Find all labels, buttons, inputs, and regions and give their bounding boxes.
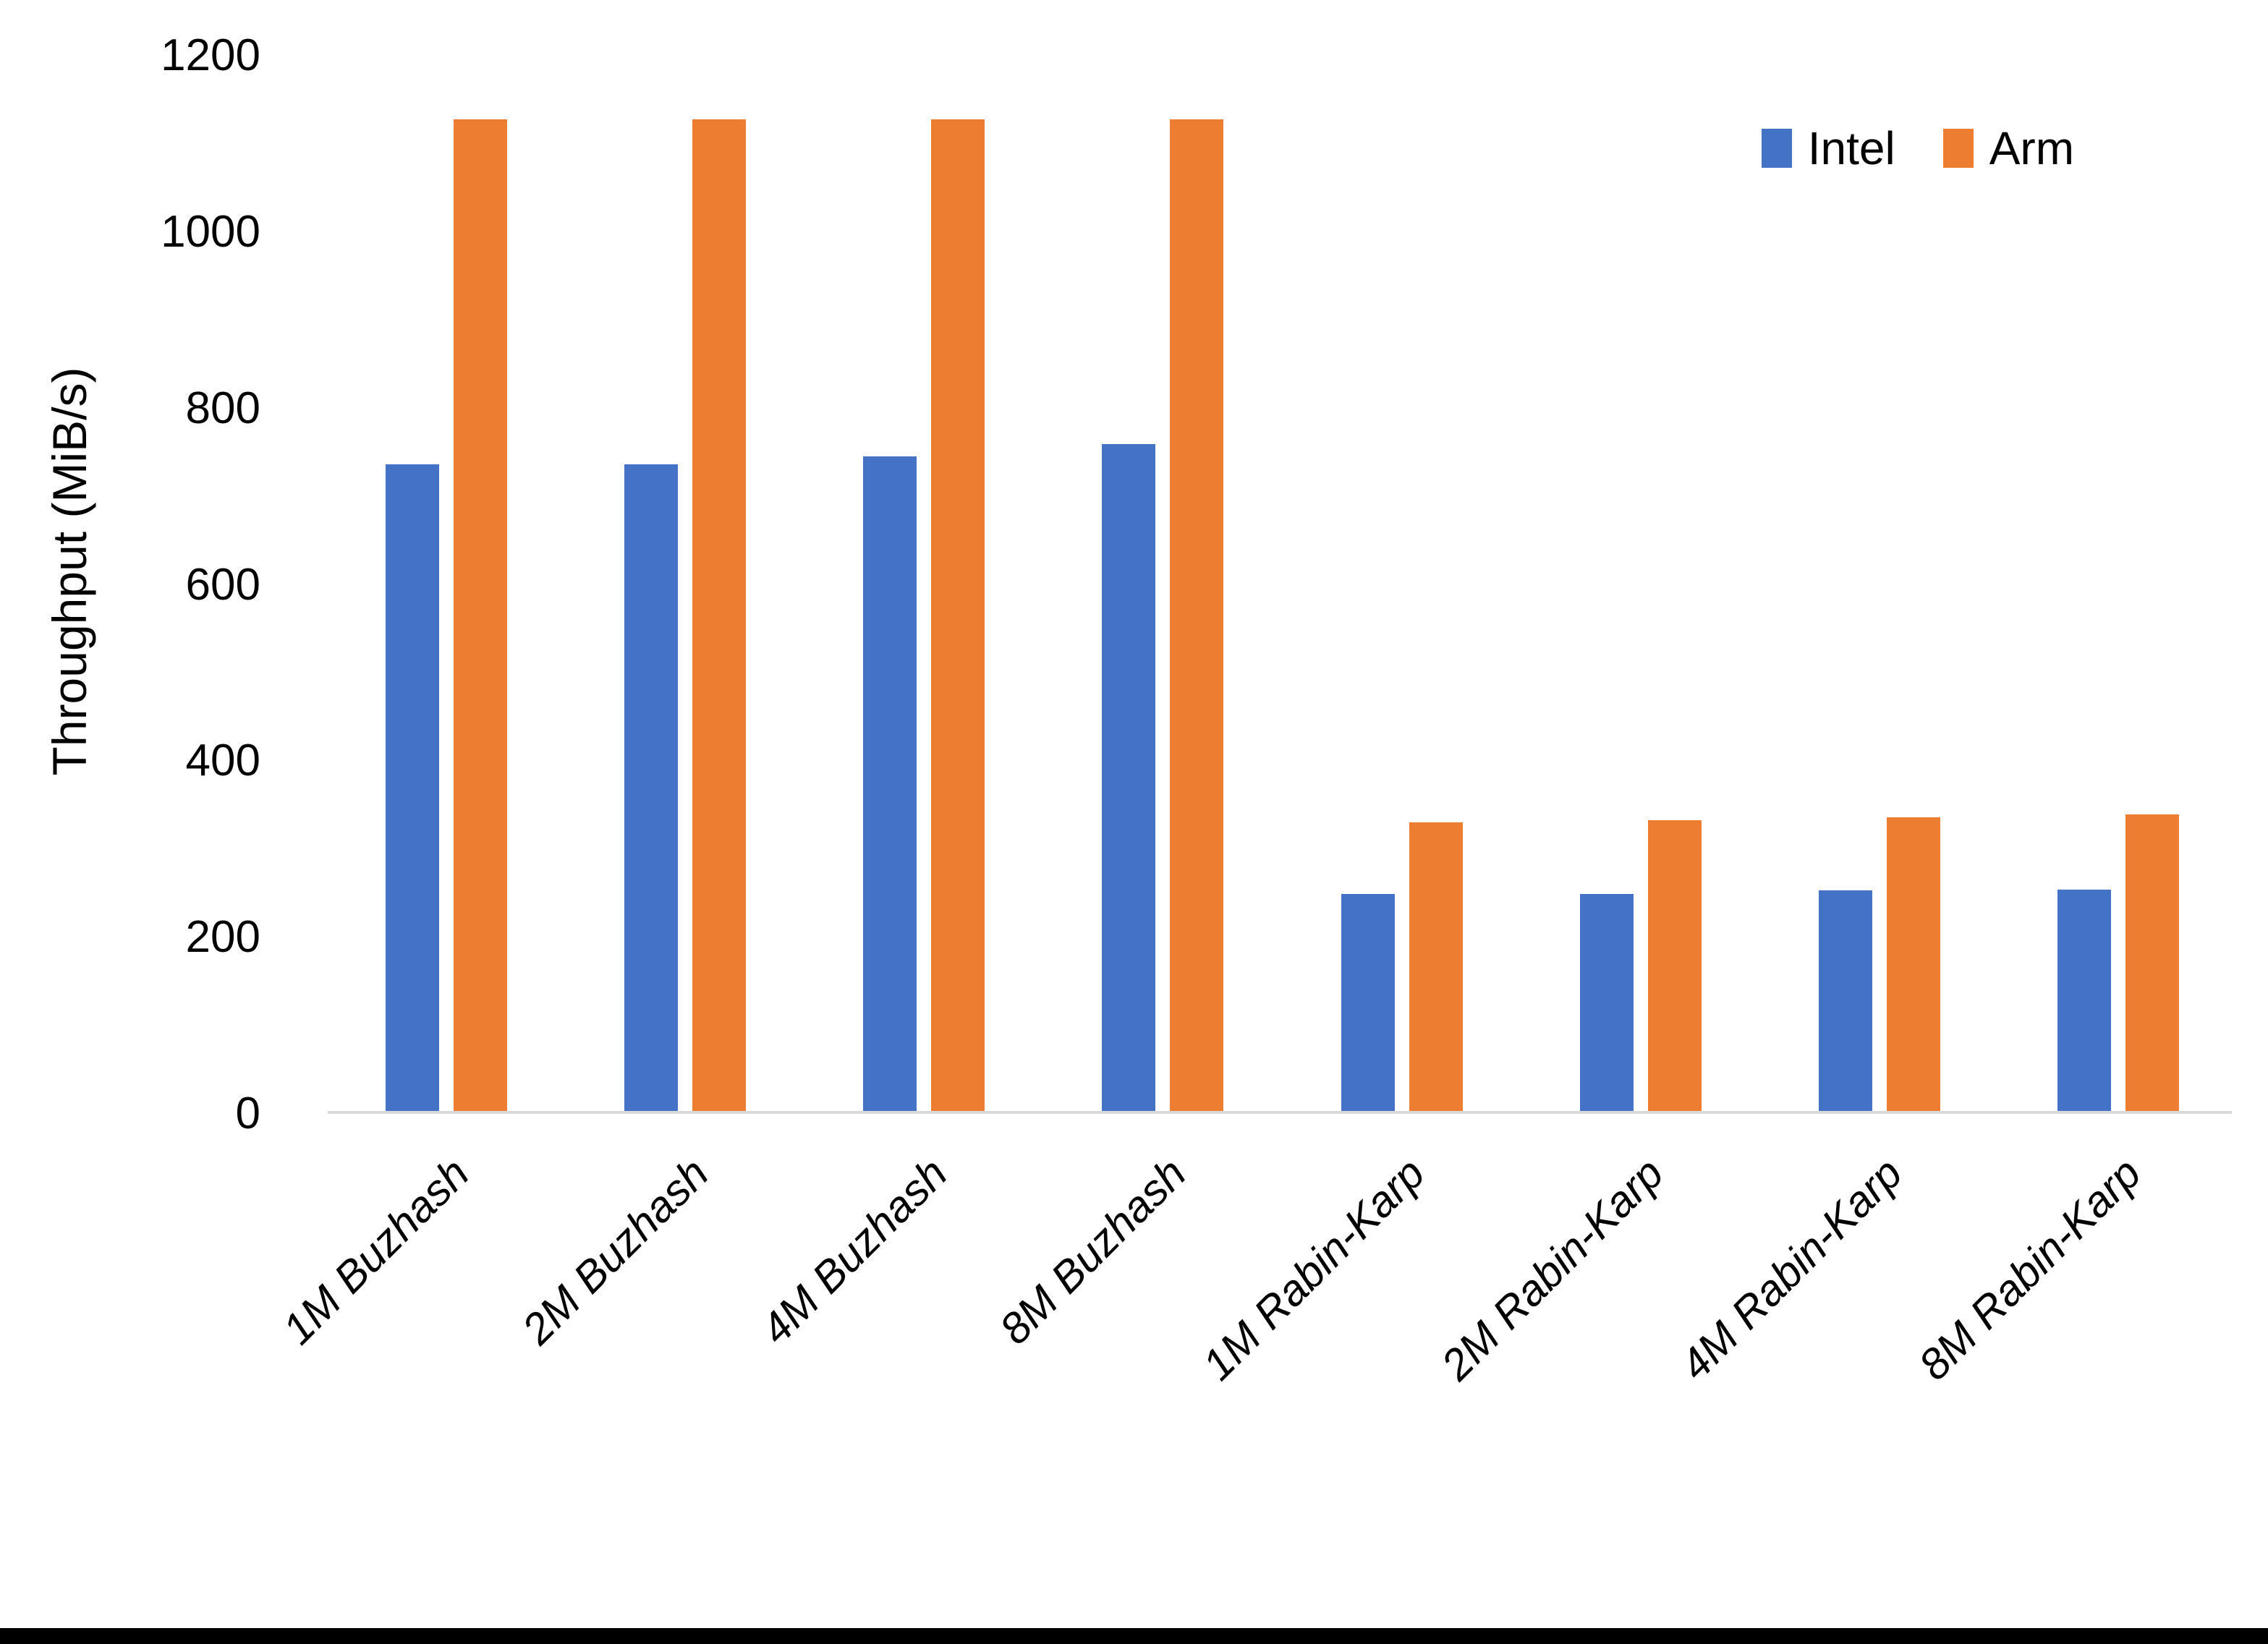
bar-arm bbox=[454, 119, 507, 1111]
bar-arm bbox=[1170, 119, 1224, 1111]
bar-intel bbox=[1818, 890, 1872, 1111]
intel-swatch-icon bbox=[1761, 129, 1792, 168]
category-group: 8M Rabin-Karp bbox=[1910, 56, 2179, 1389]
legend-item-intel: Intel bbox=[1761, 122, 1895, 175]
legend: Intel Arm bbox=[1761, 122, 2074, 175]
bar-arm bbox=[931, 119, 985, 1111]
category-group: 1M Buzhash bbox=[273, 56, 507, 1353]
y-tick-label: 600 bbox=[185, 559, 260, 610]
category-group: 2M Buzhash bbox=[512, 56, 747, 1353]
y-tick-label: 0 bbox=[235, 1089, 260, 1138]
legend-label-arm: Arm bbox=[1989, 122, 2074, 174]
bar-arm bbox=[2125, 814, 2179, 1111]
y-tick-label: 800 bbox=[185, 383, 260, 433]
bar-intel bbox=[1579, 893, 1634, 1111]
arm-swatch-icon bbox=[1942, 129, 1974, 168]
category-group: 4M Buzhash bbox=[752, 56, 985, 1353]
bar-intel bbox=[386, 464, 439, 1111]
legend-item-arm: Arm bbox=[1942, 122, 2074, 175]
bar-intel bbox=[624, 464, 679, 1111]
bar-intel bbox=[2057, 889, 2111, 1111]
bottom-border bbox=[0, 1628, 2268, 1644]
category-group: 1M Rabin-Karp bbox=[1193, 56, 1463, 1389]
y-tick-label: 200 bbox=[185, 912, 260, 963]
y-tick-label: 400 bbox=[185, 736, 260, 786]
bar-intel bbox=[1102, 444, 1156, 1111]
category-group: 8M Buzhash bbox=[990, 56, 1224, 1353]
legend-label-intel: Intel bbox=[1807, 122, 1895, 174]
bar-arm bbox=[1886, 817, 1940, 1111]
bar-intel bbox=[1341, 893, 1395, 1111]
category-group: 2M Rabin-Karp bbox=[1432, 56, 1702, 1389]
y-tick-label: 1000 bbox=[161, 206, 260, 257]
bar-arm bbox=[1409, 822, 1463, 1111]
y-tick-label: 1200 bbox=[161, 30, 260, 80]
bar-arm bbox=[1647, 819, 1702, 1111]
bar-intel bbox=[863, 456, 917, 1111]
category-group: 4M Rabin-Karp bbox=[1671, 56, 1940, 1389]
bar-arm bbox=[692, 119, 747, 1111]
plot-area: 1M Buzhash 2M Buzhash 4M Buzhash 8M Buzh… bbox=[273, 56, 2232, 1389]
